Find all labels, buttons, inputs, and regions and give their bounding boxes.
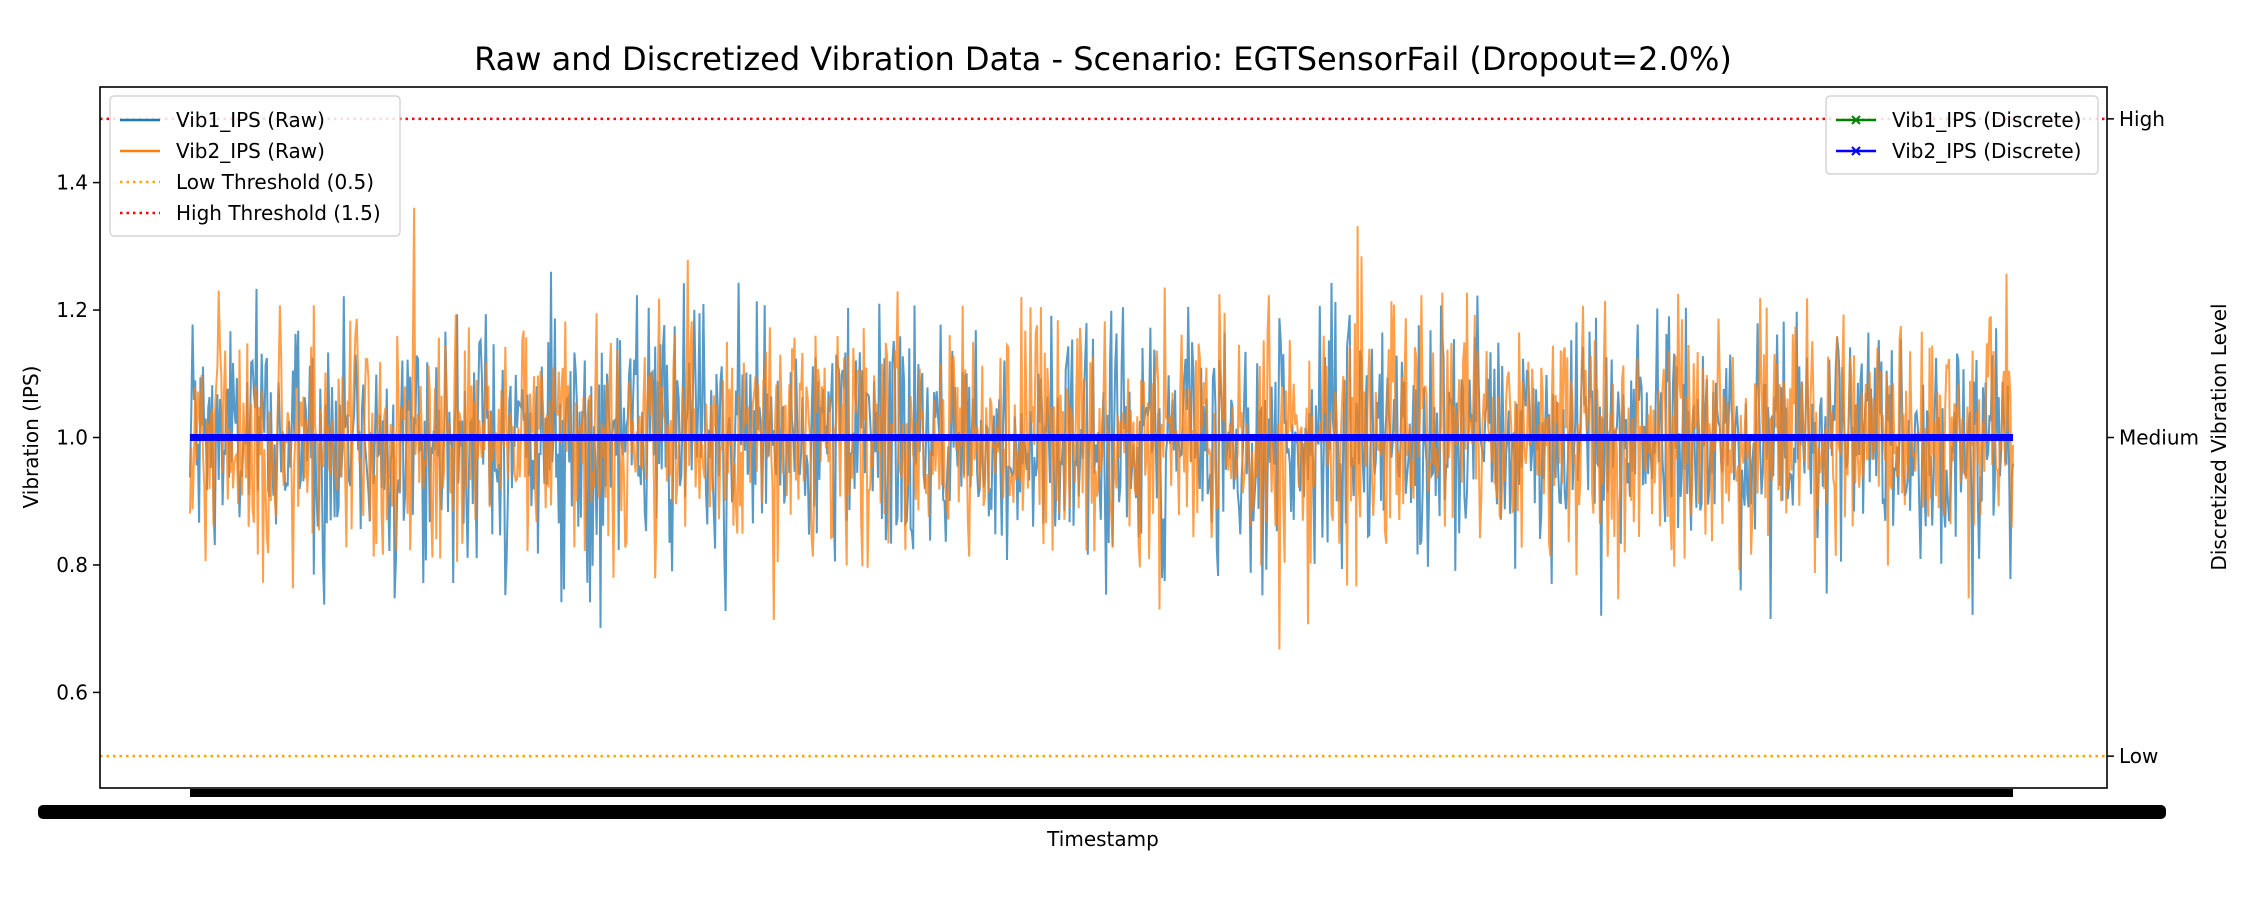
legend-label: Vib2_IPS (Raw) [176, 139, 325, 163]
x-axis-label: Timestamp [1046, 827, 1159, 851]
legend-label: High Threshold (1.5) [176, 201, 381, 225]
y-tick-label-right: Low [2119, 744, 2158, 768]
y-tick-label-left: 1.0 [56, 426, 88, 450]
chart-title: Raw and Discretized Vibration Data - Sce… [474, 40, 1732, 78]
y-axis-label: Vibration (IPS) [19, 366, 43, 509]
y-tick-label-right: Medium [2119, 426, 2199, 450]
x-tick-labels-overplotted [38, 805, 2166, 819]
legend-box [109, 95, 401, 237]
y-tick-label-left: 0.8 [56, 553, 88, 577]
x-axis [38, 789, 2166, 819]
plot-area [100, 117, 2107, 758]
x-tick-marks [190, 789, 2013, 797]
y-tick-label-left: 1.4 [56, 171, 88, 195]
y-tick-label-right: High [2119, 107, 2165, 131]
series-vib2-raw [189, 207, 2014, 650]
y-tick-label-left: 1.2 [56, 298, 88, 322]
legend-box [1825, 95, 2099, 175]
legend-label: Vib1_IPS (Discrete) [1892, 108, 2081, 132]
legend-label: Vib2_IPS (Discrete) [1892, 139, 2081, 163]
y-axis-right: Low Medium High [2107, 107, 2199, 768]
y-axis-left: 0.6 0.8 1.0 1.2 1.4 [56, 171, 100, 704]
legend-label: Low Threshold (0.5) [176, 170, 374, 194]
legend-left: Vib1_IPS (Raw) Vib2_IPS (Raw) Low Threshol… [109, 95, 401, 237]
legend-marker-x-icon [1851, 115, 1861, 125]
legend-right: Vib1_IPS (Discrete) Vib2_IPS (Discrete) [1825, 95, 2099, 175]
y-axis-right-label: Discretized Vibration Level [2207, 303, 2231, 570]
legend-marker-x-icon [1851, 146, 1861, 156]
series-vib1-raw [189, 271, 2014, 628]
y-tick-label-left: 0.6 [56, 680, 88, 704]
legend-label: Vib1_IPS (Raw) [176, 108, 325, 132]
